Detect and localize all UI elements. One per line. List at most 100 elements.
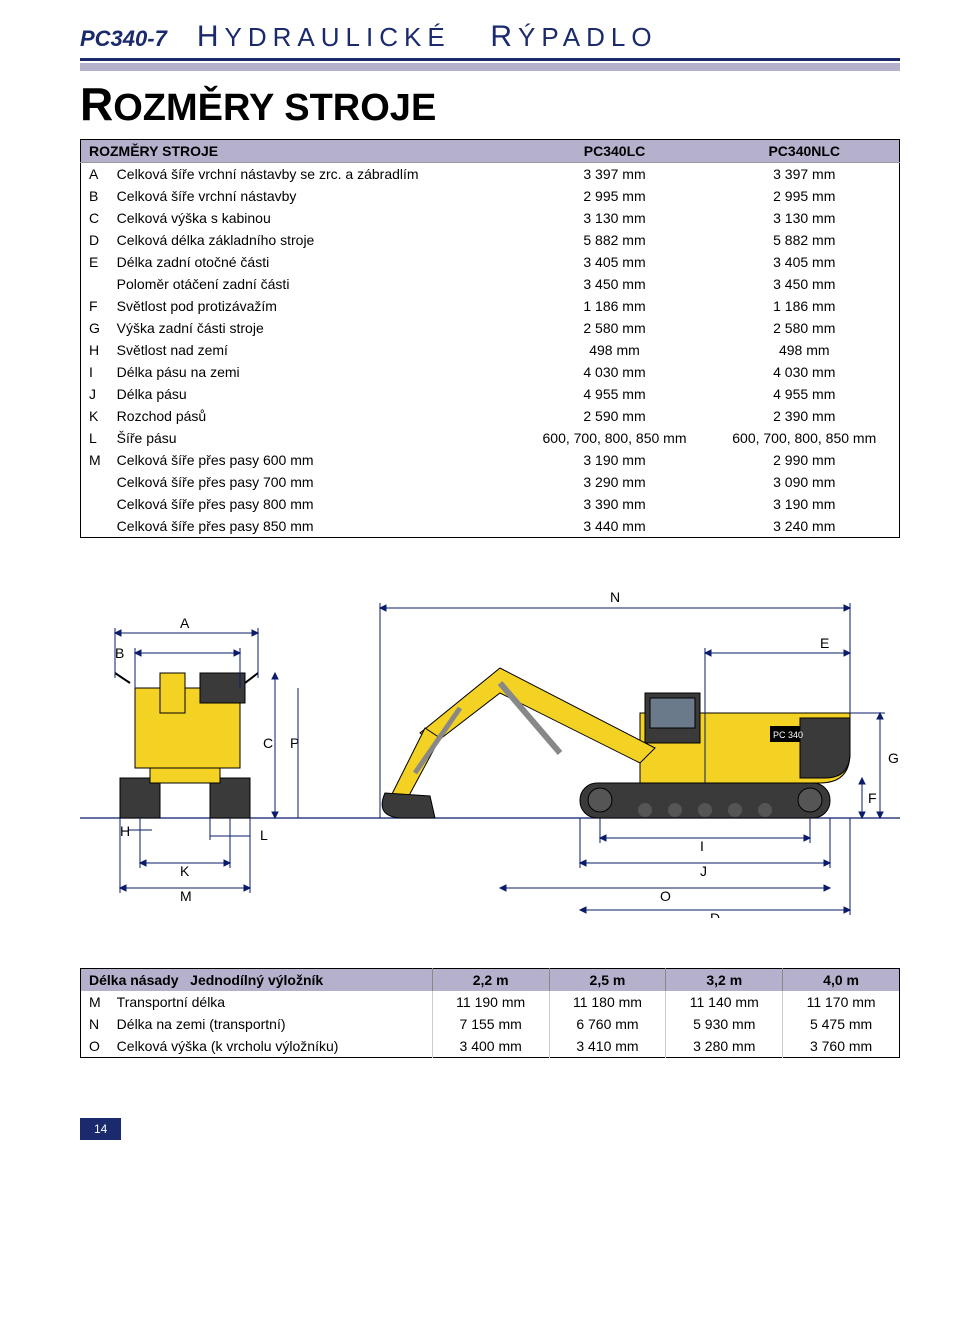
row-letter: K — [81, 405, 109, 427]
page-number-wrap: 14 — [80, 1118, 900, 1140]
row-v1: 3 405 mm — [520, 251, 710, 273]
table-row: IDélka pásu na zemi4 030 mm4 030 mm — [81, 361, 900, 383]
row-val: 3 280 mm — [666, 1035, 783, 1058]
row-label: Šíře pásu — [109, 427, 520, 449]
row-v2: 4 030 mm — [710, 361, 900, 383]
row-label: Celková výška s kabinou — [109, 207, 520, 229]
table-row: BCelková šíře vrchní nástavby2 995 mm2 9… — [81, 185, 900, 207]
row-val: 6 760 mm — [549, 1013, 666, 1035]
table-row: KRozchod pásů2 590 mm2 390 mm — [81, 405, 900, 427]
row-val: 11 170 mm — [783, 991, 900, 1013]
row-label: Délka na zemi (transportní) — [109, 1013, 433, 1035]
table-row: EDélka zadní otočné části3 405 mm3 405 m… — [81, 251, 900, 273]
table-row: OCelková výška (k vrcholu výložníku)3 40… — [81, 1035, 900, 1058]
row-v1: 3 130 mm — [520, 207, 710, 229]
dim-D: D — [710, 910, 720, 918]
rule-light — [80, 63, 900, 71]
cap2: R — [490, 20, 518, 53]
title-rest: OZMĚRY STROJE — [113, 87, 436, 129]
dim-M: M — [180, 888, 192, 904]
row-letter: M — [81, 449, 109, 471]
row-label: Délka zadní otočné části — [109, 251, 520, 273]
row-letter: F — [81, 295, 109, 317]
table-row: Celková šíře přes pasy 700 mm3 290 mm3 0… — [81, 471, 900, 493]
row-letter — [81, 493, 109, 515]
row-label: Celková šíře vrchní nástavby se zrc. a z… — [109, 163, 520, 186]
header-label: Délka násady Jednodílný výložník — [81, 969, 433, 992]
word2: ÝPADLO — [518, 22, 658, 52]
row-v1: 4 030 mm — [520, 361, 710, 383]
h-c2: 3,2 m — [666, 969, 783, 992]
row-label: Poloměr otáčení zadní části — [109, 273, 520, 295]
row-v1: 5 882 mm — [520, 229, 710, 251]
dim-C: C — [263, 735, 273, 751]
word1: YDRAULICKÉ — [225, 22, 451, 52]
table-row: Celková šíře přes pasy 800 mm3 390 mm3 1… — [81, 493, 900, 515]
table-row: DCelková délka základního stroje5 882 mm… — [81, 229, 900, 251]
table-row: ACelková šíře vrchní nástavby se zrc. a … — [81, 163, 900, 186]
row-v1: 3 450 mm — [520, 273, 710, 295]
table-row: FSvětlost pod protizávažím1 186 mm1 186 … — [81, 295, 900, 317]
row-v1: 1 186 mm — [520, 295, 710, 317]
h-c0: 2,2 m — [432, 969, 549, 992]
row-v2: 2 995 mm — [710, 185, 900, 207]
row-v1: 600, 700, 800, 850 mm — [520, 427, 710, 449]
row-letter: B — [81, 185, 109, 207]
table-header-row: ROZMĚRY STROJE PC340LC PC340NLC — [81, 140, 900, 163]
row-val: 11 190 mm — [432, 991, 549, 1013]
row-label: Celková šíře přes pasy 600 mm — [109, 449, 520, 471]
row-letter: O — [81, 1035, 109, 1058]
dimension-diagram: A B C P — [80, 578, 900, 918]
front-view: A B C P — [115, 615, 299, 904]
row-v2: 600, 700, 800, 850 mm — [710, 427, 900, 449]
page: PC340-7 HYDRAULICKÉ RÝPADLO ROZMĚRY STRO… — [0, 0, 960, 1180]
row-v2: 3 397 mm — [710, 163, 900, 186]
row-v1: 3 390 mm — [520, 493, 710, 515]
row-label: Světlost pod protizávažím — [109, 295, 520, 317]
h-c1: 2,5 m — [549, 969, 666, 992]
row-label: Rozchod pásů — [109, 405, 520, 427]
row-label: Transportní délka — [109, 991, 433, 1013]
table-row: LŠíře pásu600, 700, 800, 850 mm600, 700,… — [81, 427, 900, 449]
row-v2: 3 130 mm — [710, 207, 900, 229]
row-v2: 498 mm — [710, 339, 900, 361]
row-val: 3 760 mm — [783, 1035, 900, 1058]
category-title: HYDRAULICKÉ RÝPADLO — [197, 20, 658, 54]
row-label: Výška zadní části stroje — [109, 317, 520, 339]
row-v2: 4 955 mm — [710, 383, 900, 405]
table-row: MTransportní délka11 190 mm11 180 mm11 1… — [81, 991, 900, 1013]
cap1: H — [197, 20, 225, 53]
row-label: Celková šíře přes pasy 700 mm — [109, 471, 520, 493]
table-row: JDélka pásu4 955 mm4 955 mm — [81, 383, 900, 405]
row-v1: 4 955 mm — [520, 383, 710, 405]
row-label: Celková šíře vrchní nástavby — [109, 185, 520, 207]
side-view: PC 340 N — [380, 589, 899, 918]
section-title: ROZMĚRY STROJE — [80, 77, 900, 131]
row-label: Délka pásu — [109, 383, 520, 405]
row-v1: 3 190 mm — [520, 449, 710, 471]
row-v1: 3 397 mm — [520, 163, 710, 186]
boom-table: Délka násady Jednodílný výložník 2,2 m 2… — [80, 968, 900, 1058]
table-row: Poloměr otáčení zadní části3 450 mm3 450… — [81, 273, 900, 295]
row-val: 11 180 mm — [549, 991, 666, 1013]
row-val: 3 400 mm — [432, 1035, 549, 1058]
row-label: Světlost nad zemí — [109, 339, 520, 361]
title-big: R — [80, 78, 113, 130]
row-v2: 3 240 mm — [710, 515, 900, 538]
row-val: 11 140 mm — [666, 991, 783, 1013]
row-letter: D — [81, 229, 109, 251]
dim-J: J — [700, 863, 707, 879]
table-row: NDélka na zemi (transportní)7 155 mm6 76… — [81, 1013, 900, 1035]
rule-dark — [80, 58, 900, 61]
dim-K: K — [180, 863, 190, 879]
row-label: Délka pásu na zemi — [109, 361, 520, 383]
dim-O: O — [660, 888, 671, 904]
dim-A: A — [180, 615, 190, 631]
table-row: GVýška zadní části stroje2 580 mm2 580 m… — [81, 317, 900, 339]
header-col1: PC340LC — [520, 140, 710, 163]
row-letter — [81, 273, 109, 295]
dim-G: G — [888, 750, 899, 766]
table-header-row: Délka násady Jednodílný výložník 2,2 m 2… — [81, 969, 900, 992]
model-code: PC340-7 — [80, 26, 167, 52]
row-v1: 3 290 mm — [520, 471, 710, 493]
